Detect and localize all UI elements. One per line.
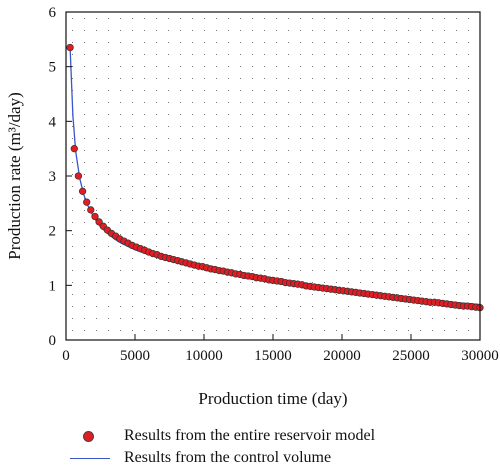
legend-label-line: Results from the control volume [124, 449, 332, 466]
data-point [83, 198, 91, 206]
data-point [87, 206, 95, 214]
y-tick-label: 2 [49, 224, 57, 240]
data-point [66, 43, 74, 52]
x-tick-label: 15000 [254, 348, 292, 364]
chart-grid [72, 18, 469, 331]
legend-marker-swatch [80, 429, 116, 443]
y-tick-label: 3 [49, 169, 57, 185]
legend-item-markers: Results from the entire reservoir model [80, 425, 375, 447]
legend-line-swatch [70, 451, 116, 465]
y-tick-label: 5 [49, 60, 57, 76]
legend-label-markers: Results from the entire reservoir model [124, 427, 376, 444]
data-point [78, 187, 87, 195]
plot-frame [65, 11, 481, 341]
x-tick-label: 20000 [323, 348, 361, 364]
data-point [91, 212, 99, 221]
series-line-control-volume [69, 47, 481, 306]
y-tick-label: 6 [49, 5, 57, 21]
legend-item-line: Results from the control volume [70, 447, 375, 469]
data-point [74, 172, 83, 180]
x-axis-label: Production time (day) [198, 389, 347, 408]
grid-dots [72, 18, 469, 331]
y-tick-label: 1 [49, 278, 57, 294]
data-point [95, 218, 103, 226]
legend: Results from the entire reservoir model … [70, 425, 375, 469]
x-tick-label: 5000 [120, 348, 150, 364]
x-tick-label: 30000 [461, 348, 499, 364]
y-tick-label: 4 [49, 114, 57, 130]
series-line-layer [69, 47, 481, 306]
x-tick-label: 10000 [185, 348, 223, 364]
series-marker-layer [66, 43, 484, 312]
data-point [70, 145, 78, 153]
x-tick-label: 25000 [392, 348, 430, 364]
y-axis-label: Production rate (m³/day) [5, 92, 24, 260]
x-tick-label: 0 [62, 348, 70, 364]
y-tick-label: 0 [49, 333, 57, 349]
axis-ticks: 0 5000 10000 15000 20000 25000 30000 0 1 2 3 4 5 6 [49, 5, 499, 364]
